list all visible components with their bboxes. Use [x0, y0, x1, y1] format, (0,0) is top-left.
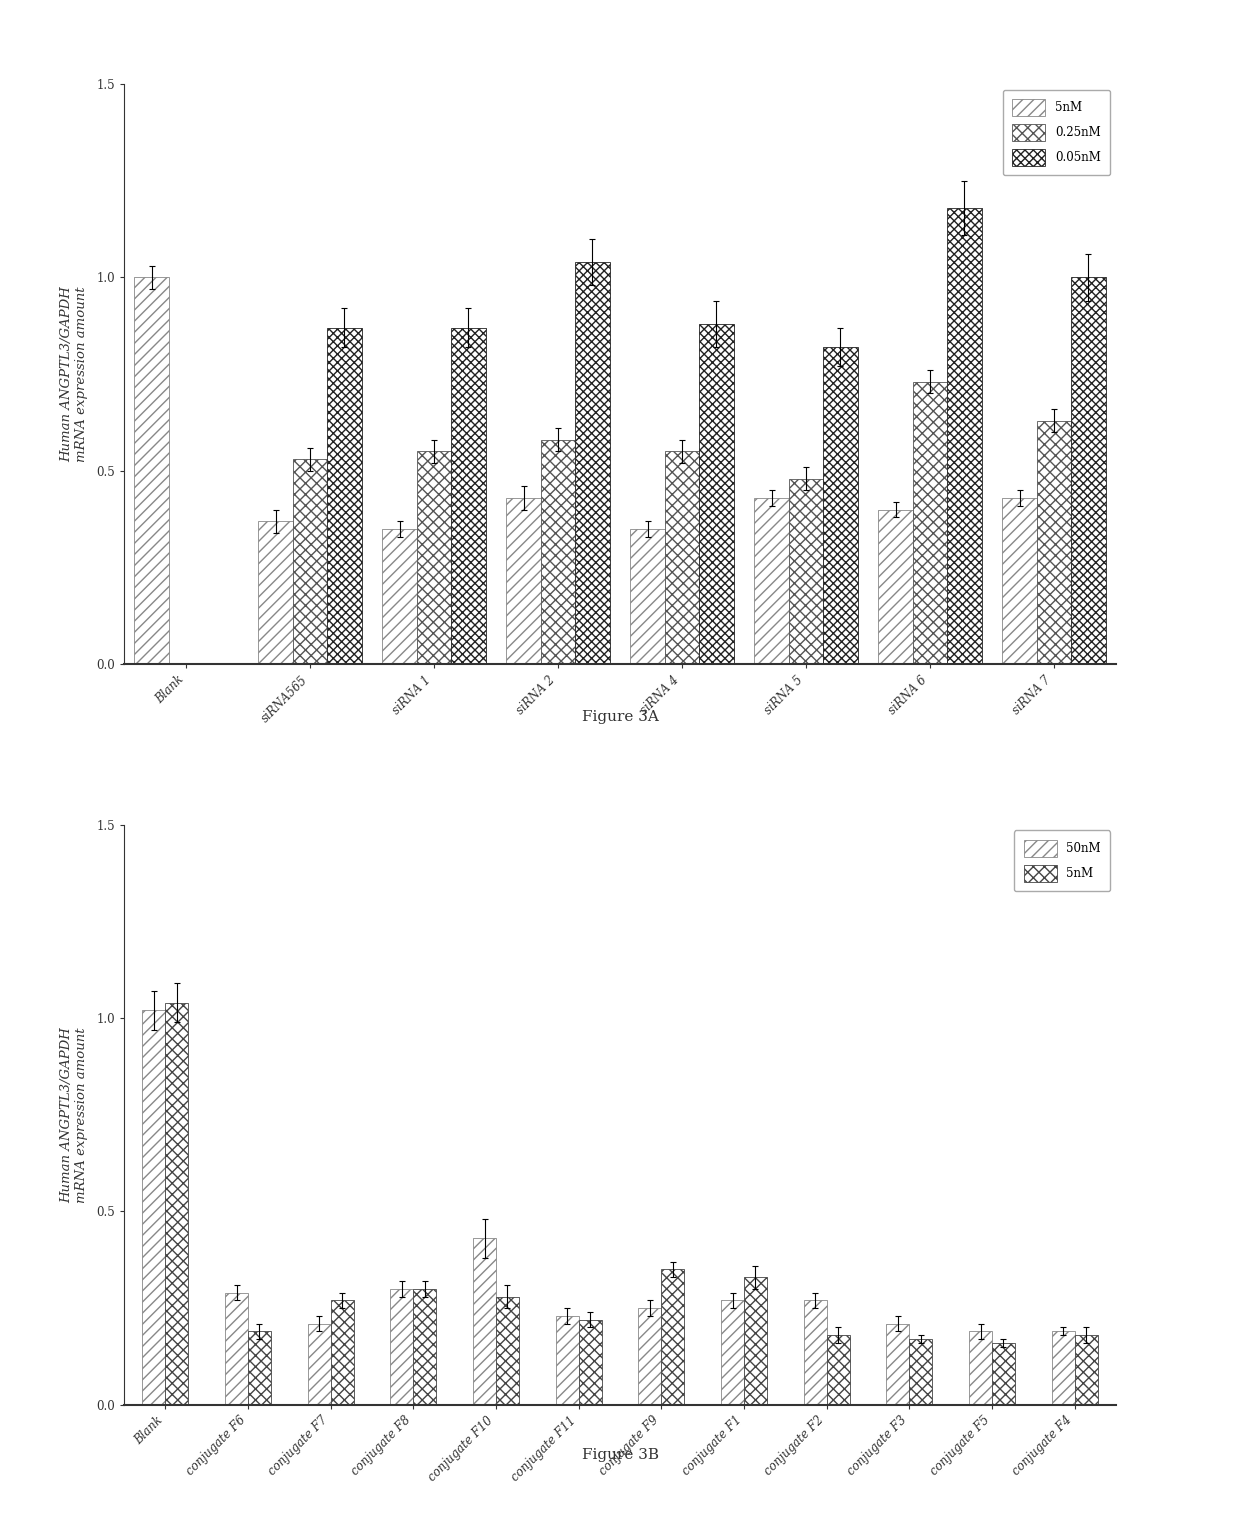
Bar	[992, 1342, 1016, 1405]
Bar	[947, 208, 982, 664]
Bar	[1037, 420, 1071, 664]
Bar	[308, 1324, 331, 1405]
Bar	[496, 1296, 520, 1405]
Bar	[134, 278, 169, 664]
Bar	[413, 1289, 436, 1405]
Bar	[827, 1335, 849, 1405]
Bar	[823, 347, 858, 664]
Bar	[913, 382, 947, 664]
Bar	[1002, 498, 1037, 664]
Bar	[224, 1293, 248, 1405]
Bar	[258, 521, 293, 664]
Bar	[575, 263, 610, 664]
Bar	[1075, 1335, 1097, 1405]
Bar	[665, 452, 699, 664]
Bar	[506, 498, 541, 664]
Bar	[472, 1238, 496, 1405]
Bar	[1052, 1332, 1075, 1405]
Bar	[661, 1269, 684, 1405]
Bar	[248, 1332, 272, 1405]
Bar	[909, 1339, 932, 1405]
Bar	[744, 1277, 768, 1405]
Bar	[1071, 278, 1106, 664]
Legend: 5nM, 0.25nM, 0.05nM: 5nM, 0.25nM, 0.05nM	[1003, 90, 1110, 176]
Text: Figure 3B: Figure 3B	[582, 1448, 658, 1461]
Bar	[382, 528, 417, 664]
Bar	[331, 1301, 353, 1405]
Y-axis label: Human ANGPTL3/GAPDH
mRNA expression amount: Human ANGPTL3/GAPDH mRNA expression amou…	[60, 1026, 88, 1203]
Bar	[887, 1324, 909, 1405]
Bar	[789, 478, 823, 664]
Bar	[579, 1319, 601, 1405]
Bar	[541, 440, 575, 664]
Bar	[165, 1003, 188, 1405]
Bar	[451, 328, 486, 664]
Bar	[143, 1011, 165, 1405]
Bar	[556, 1316, 579, 1405]
Bar	[639, 1309, 661, 1405]
Bar	[630, 528, 665, 664]
Bar	[327, 328, 362, 664]
Bar	[878, 510, 913, 664]
Bar	[391, 1289, 413, 1405]
Bar	[417, 452, 451, 664]
Bar	[720, 1301, 744, 1405]
Text: Figure 3A: Figure 3A	[582, 710, 658, 724]
Legend: 50nM, 5nM: 50nM, 5nM	[1014, 831, 1110, 892]
Y-axis label: Human ANGPTL3/GAPDH
mRNA expression amount: Human ANGPTL3/GAPDH mRNA expression amou…	[60, 286, 88, 463]
Bar	[699, 324, 734, 664]
Bar	[754, 498, 789, 664]
Bar	[804, 1301, 827, 1405]
Bar	[968, 1332, 992, 1405]
Bar	[293, 460, 327, 664]
